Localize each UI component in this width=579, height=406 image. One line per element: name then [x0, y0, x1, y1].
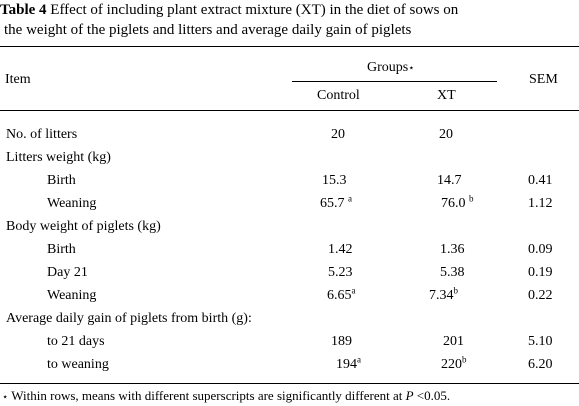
- header-xt: XT: [437, 88, 456, 103]
- cell-lw-birth-sem: 0.41: [528, 173, 553, 188]
- header-item: Item: [5, 72, 31, 87]
- cell-adg-weaning-xt: 220b: [441, 354, 467, 373]
- value: 194: [336, 357, 357, 372]
- footnote-mark: ⋆: [2, 392, 9, 403]
- value: 65.7: [320, 196, 345, 211]
- cell-adg-21-control: 189: [331, 334, 352, 349]
- row-label-adg-weaning: to weaning: [47, 357, 109, 372]
- value: 220: [441, 357, 462, 372]
- header-rule: [0, 110, 579, 111]
- superscript: b: [462, 354, 467, 365]
- caption-line-2: the weight of the piglets and litters an…: [4, 22, 412, 38]
- row-label-bw-weaning: Weaning: [47, 288, 97, 303]
- row-label-lw-weaning: Weaning: [47, 196, 97, 211]
- caption-text-1: Effect of including plant extract mixtur…: [46, 2, 459, 18]
- cell-adg-weaning-control: 194a: [336, 354, 361, 373]
- footnote-tail: <0.05.: [413, 388, 451, 403]
- cell-bw-day21-control: 5.23: [328, 265, 353, 280]
- header-sem: SEM: [529, 72, 558, 87]
- row-label-body-weight: Body weight of piglets (kg): [6, 219, 161, 234]
- groups-label: Groups: [367, 60, 409, 75]
- value: 76.0: [441, 196, 466, 211]
- row-label-adg: Average daily gain of piglets from birth…: [6, 311, 252, 326]
- value: 6.65: [327, 288, 352, 303]
- row-label-bw-birth: Birth: [47, 242, 76, 257]
- table-label: Table 4: [0, 2, 47, 18]
- table-footnote: ⋆ Within rows, means with different supe…: [2, 388, 450, 406]
- row-label-lw-birth: Birth: [47, 173, 76, 188]
- footnote-p: P: [405, 388, 414, 403]
- row-label-litters-no: No. of litters: [6, 127, 78, 142]
- cell-bw-day21-xt: 5.38: [440, 265, 465, 280]
- superscript: a: [348, 193, 352, 204]
- cell-adg-weaning-sem: 6.20: [528, 357, 553, 372]
- header-control: Control: [317, 88, 360, 103]
- cell-lw-weaning-xt: 76.0 b: [441, 193, 474, 212]
- bottom-rule: [0, 383, 579, 384]
- top-rule: [0, 46, 579, 47]
- cell-litters-no-xt: 20: [439, 127, 453, 142]
- cell-litters-no-control: 20: [331, 127, 345, 142]
- cell-bw-birth-sem: 0.09: [528, 242, 553, 257]
- header-groups: Groups⋆: [367, 60, 415, 77]
- row-label-bw-day21: Day 21: [47, 265, 88, 280]
- cell-lw-weaning-sem: 1.12: [528, 196, 553, 211]
- groups-rule: [292, 81, 497, 82]
- cell-bw-weaning-sem: 0.22: [528, 288, 553, 303]
- cell-bw-birth-xt: 1.36: [440, 242, 465, 257]
- cell-lw-birth-xt: 14.7: [437, 173, 462, 188]
- row-label-adg-21: to 21 days: [47, 334, 105, 349]
- cell-lw-weaning-control: 65.7 a: [320, 193, 352, 212]
- cell-adg-21-sem: 5.10: [528, 334, 553, 349]
- cell-bw-weaning-xt: 7.34b: [429, 285, 459, 304]
- cell-lw-birth-control: 15.3: [322, 173, 347, 188]
- caption-line-1: Table 4 Effect of including plant extrac…: [0, 0, 579, 20]
- table-caption: Table 4 Effect of including plant extrac…: [0, 0, 579, 40]
- groups-footnote-mark: ⋆: [408, 63, 415, 74]
- cell-bw-day21-sem: 0.19: [528, 265, 553, 280]
- superscript: b: [453, 285, 459, 296]
- footnote-text: Within rows, means with different supers…: [8, 388, 406, 403]
- superscript: a: [357, 354, 361, 365]
- row-label-litters-weight: Litters weight (kg): [6, 150, 111, 165]
- value: 7.34: [429, 288, 454, 303]
- superscript: a: [351, 285, 356, 296]
- superscript: b: [469, 193, 474, 204]
- cell-adg-21-xt: 201: [443, 334, 464, 349]
- cell-bw-weaning-control: 6.65a: [327, 285, 356, 304]
- cell-bw-birth-control: 1.42: [328, 242, 353, 257]
